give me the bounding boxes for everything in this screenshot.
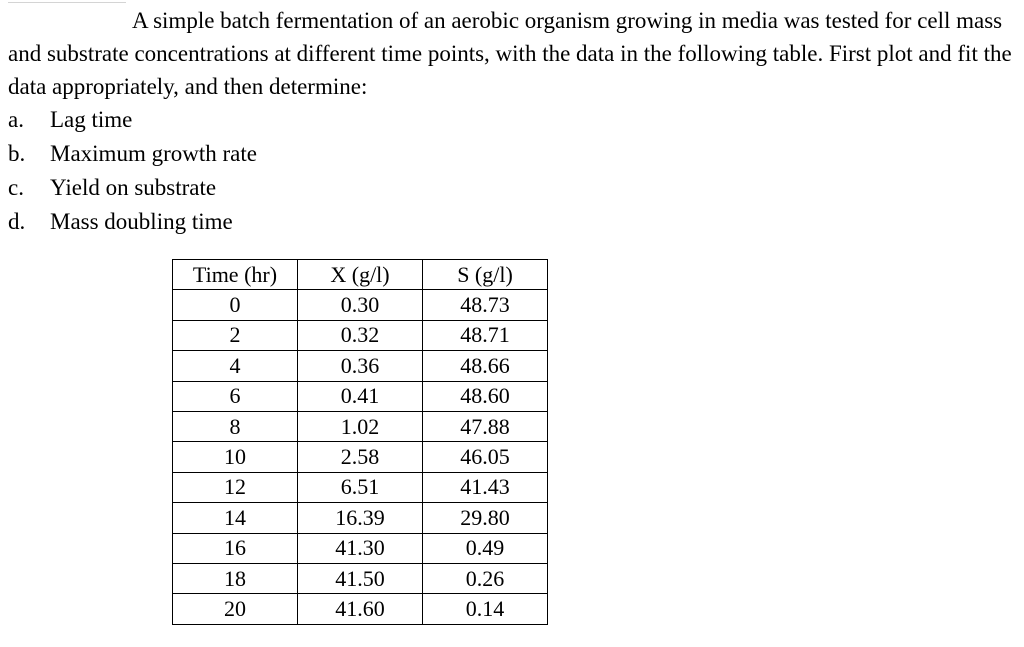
cell-time: 20: [172, 593, 298, 625]
cell-substrate: 48.60: [422, 380, 548, 412]
question-text: Lag time: [50, 107, 133, 132]
cell-cell-mass: 0.36: [297, 350, 423, 382]
header-time: Time (hr): [172, 258, 298, 291]
cell-time: 16: [172, 532, 298, 564]
table-body: 0 0.30 48.73 2 0.32 48.71 4 0.36 48.66 6 0.41 48.60…: [172, 289, 548, 625]
table-row: 4 0.36 48.66: [172, 350, 548, 382]
cell-cell-mass: 0.30: [297, 289, 423, 321]
cell-substrate: 46.05: [422, 441, 548, 473]
cell-time: 10: [172, 441, 298, 473]
cell-time: 8: [172, 410, 298, 443]
question-letter: b.: [8, 141, 26, 166]
table-row: 12 6.51 41.43: [172, 471, 548, 504]
table-row: 2 0.32 48.71: [172, 319, 548, 352]
table-row: 18 41.50 0.26: [172, 562, 548, 595]
cell-cell-mass: 16.39: [297, 502, 423, 534]
question-item: b. Maximum growth rate: [8, 137, 1013, 171]
cell-cell-mass: 2.58: [297, 441, 423, 473]
cell-time: 12: [172, 471, 298, 504]
top-divider: [8, 2, 126, 3]
cell-cell-mass: 0.32: [297, 319, 423, 352]
question-letter: c.: [8, 175, 24, 200]
problem-intro: A simple batch fermentation of an aerobi…: [8, 8, 1012, 99]
cell-time: 6: [172, 380, 298, 412]
cell-substrate: 47.88: [422, 410, 548, 443]
cell-time: 4: [172, 350, 298, 382]
cell-time: 14: [172, 502, 298, 534]
question-letter: d.: [8, 209, 26, 234]
table-row: 16 41.30 0.49: [172, 532, 548, 564]
table-row: 20 41.60 0.14: [172, 593, 548, 625]
question-text: Mass doubling time: [50, 209, 233, 234]
problem-statement: A simple batch fermentation of an aerobi…: [8, 4, 1013, 239]
question-list: a. Lag time b. Maximum growth rate c. Yi…: [8, 103, 1013, 239]
cell-cell-mass: 41.50: [297, 562, 423, 595]
table-header-row: Time (hr) X (g/l) S (g/l): [172, 258, 548, 291]
question-letter: a.: [8, 107, 24, 132]
table-row: 14 16.39 29.80: [172, 502, 548, 534]
cell-cell-mass: 41.30: [297, 532, 423, 564]
cell-substrate: 48.71: [422, 319, 548, 352]
question-item: d. Mass doubling time: [8, 205, 1013, 239]
cell-substrate: 0.26: [422, 562, 548, 595]
cell-substrate: 29.80: [422, 502, 548, 534]
cell-substrate: 0.14: [422, 593, 548, 625]
cell-time: 0: [172, 289, 298, 321]
table-row: 0 0.30 48.73: [172, 289, 548, 321]
cell-cell-mass: 1.02: [297, 410, 423, 443]
data-table: Time (hr) X (g/l) S (g/l) 0 0.30 48.73 2 0.3…: [172, 258, 548, 625]
cell-substrate: 0.49: [422, 532, 548, 564]
question-text: Maximum growth rate: [50, 141, 257, 166]
header-cell-mass: X (g/l): [297, 258, 423, 291]
cell-cell-mass: 41.60: [297, 593, 423, 625]
cell-cell-mass: 0.41: [297, 380, 423, 412]
question-item: a. Lag time: [8, 103, 1013, 137]
cell-substrate: 48.66: [422, 350, 548, 382]
cell-cell-mass: 6.51: [297, 471, 423, 504]
question-text: Yield on substrate: [50, 175, 217, 200]
cell-time: 18: [172, 562, 298, 595]
table-row: 6 0.41 48.60: [172, 380, 548, 412]
table-row: 8 1.02 47.88: [172, 410, 548, 443]
cell-substrate: 41.43: [422, 471, 548, 504]
cell-substrate: 48.73: [422, 289, 548, 321]
table-row: 10 2.58 46.05: [172, 441, 548, 473]
question-item: c. Yield on substrate: [8, 171, 1013, 205]
header-substrate: S (g/l): [422, 258, 548, 291]
cell-time: 2: [172, 319, 298, 352]
